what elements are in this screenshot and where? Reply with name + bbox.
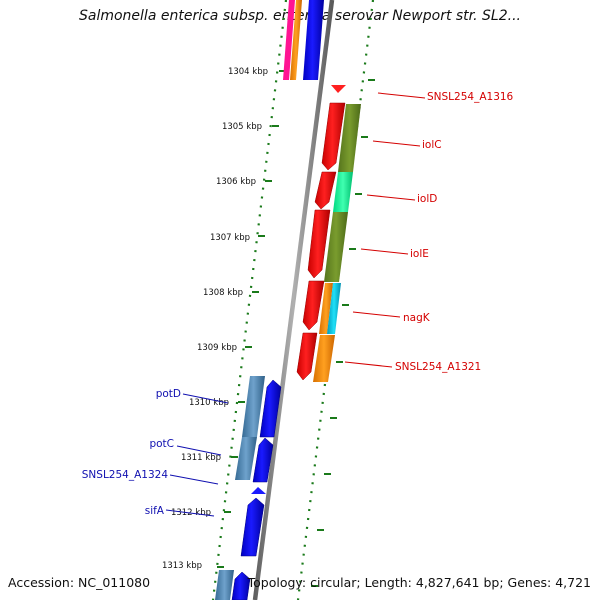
gene-arrow-sifA — [240, 497, 265, 557]
ruler-mark-1311: 1311 kbp — [181, 453, 331, 475]
svg-text:iolC: iolC — [422, 139, 442, 151]
cog-block-nagK-a — [319, 283, 333, 334]
gene-arrow-iolC — [321, 102, 346, 171]
svg-text:iolE: iolE — [410, 248, 429, 260]
ruler-label: 1304 kbp — [228, 67, 268, 77]
ruler-mark-1305: 1305 kbp — [222, 122, 368, 138]
cog-block-iolE — [324, 212, 348, 282]
accession-text: Accession: NC_011080 — [8, 575, 151, 590]
cog-block-iolC — [338, 104, 361, 172]
ruler-mark-1306: 1306 kbp — [216, 177, 362, 195]
gene-label-potD: potD — [156, 388, 229, 404]
gene-label-iolE: iolE — [360, 248, 429, 260]
svg-text:potC: potC — [149, 438, 174, 450]
ruler-label: 1308 kbp — [203, 288, 243, 298]
cog-block-SNSL254_A1321 — [313, 335, 335, 382]
svg-text:SNSL254_A1324: SNSL254_A1324 — [82, 469, 169, 481]
gene-arrow-bottom-partial — [231, 571, 251, 600]
gene-label-potC: potC — [149, 438, 222, 456]
gene-label-nagK: nagK — [352, 311, 431, 324]
ruler-mark-1313: 1313 kbp — [162, 561, 318, 587]
cog-block-potC — [235, 437, 257, 480]
cog-block-bottom-partial — [215, 570, 234, 600]
svg-text:sifA: sifA — [145, 505, 165, 517]
cog-block-iolD — [333, 172, 353, 212]
ruler-mark-1304: 1304 kbp — [228, 67, 375, 81]
top-partial-genes — [283, 0, 324, 80]
ruler-label: 1307 kbp — [210, 233, 250, 243]
cog-block-nagK-b — [327, 283, 341, 334]
ruler-label: 1309 kbp — [197, 343, 237, 353]
genome-backbone — [252, 0, 335, 600]
ruler-label: 1305 kbp — [222, 122, 262, 132]
gene-arrow-iolD — [314, 171, 337, 210]
svg-text:potD: potD — [156, 388, 181, 400]
ruler-mark-1307: 1307 kbp — [210, 233, 356, 250]
gene-arrow-SNSL254_A1321 — [296, 332, 318, 381]
ruler-label: 1313 kbp — [162, 561, 202, 571]
gene-arrow-SNSL254_A1324 — [251, 487, 266, 494]
ruler-mark-1309: 1309 kbp — [197, 343, 343, 363]
topology-summary: Topology: circular; Length: 4,827,641 bp… — [247, 575, 591, 590]
ruler-label: 1311 kbp — [181, 453, 221, 463]
gene-label-iolC: iolC — [372, 139, 442, 151]
gene-label-sifA: sifA — [145, 505, 215, 517]
gene-arrow-nagK — [302, 280, 325, 331]
svg-text:iolD: iolD — [417, 193, 437, 205]
cog-block-potD — [242, 376, 265, 437]
gene-label-SNSL254_A1321: SNSL254_A1321 — [344, 361, 481, 373]
gene-label-iolD: iolD — [366, 193, 437, 205]
svg-text:nagK: nagK — [403, 312, 431, 324]
ruler-label: 1310 kbp — [189, 398, 229, 408]
ruler-mark-1310: 1310 kbp — [189, 398, 337, 419]
gene-arrow-potD — [259, 379, 282, 438]
gene-arrow-iolE — [307, 209, 331, 279]
ruler-rail-left — [211, 0, 288, 600]
ruler-label: 1306 kbp — [216, 177, 256, 187]
gene-label-SNSL254_A1324: SNSL254_A1324 — [82, 469, 219, 485]
gene-label-SNSL254_A1316: SNSL254_A1316 — [377, 91, 514, 103]
svg-text:SNSL254_A1321: SNSL254_A1321 — [395, 361, 481, 373]
ruler-mark-1308: 1308 kbp — [203, 288, 349, 306]
gene-arrow-SNSL254_A1316 — [331, 85, 346, 93]
ruler-rail-right — [296, 0, 375, 600]
svg-text:SNSL254_A1316: SNSL254_A1316 — [427, 91, 514, 103]
gene-arrow-potC — [252, 437, 274, 483]
